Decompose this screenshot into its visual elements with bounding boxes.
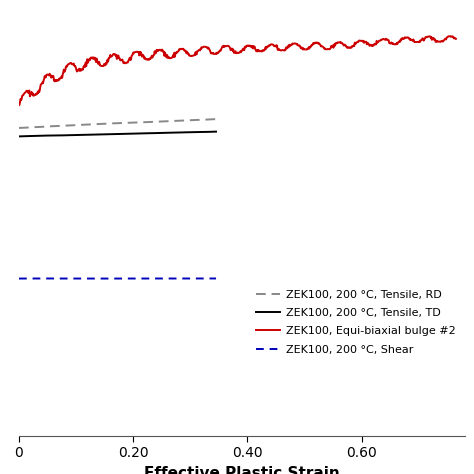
X-axis label: Effective Plastic Strain: Effective Plastic Strain bbox=[144, 466, 339, 474]
Legend: ZEK100, 200 °C, Tensile, RD, ZEK100, 200 °C, Tensile, TD, ZEK100, Equi-biaxial b: ZEK100, 200 °C, Tensile, RD, ZEK100, 200… bbox=[253, 286, 459, 358]
